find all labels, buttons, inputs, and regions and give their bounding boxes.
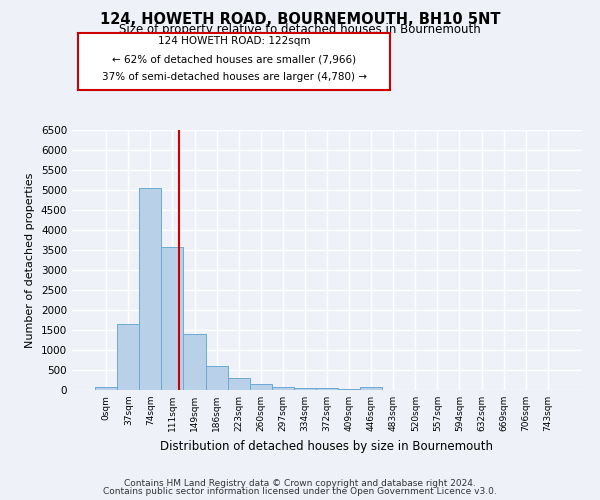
Text: Size of property relative to detached houses in Bournemouth: Size of property relative to detached ho… <box>119 22 481 36</box>
Bar <box>139 188 161 390</box>
Bar <box>95 387 117 390</box>
Bar <box>294 388 316 390</box>
Y-axis label: Number of detached properties: Number of detached properties <box>25 172 35 348</box>
Bar <box>338 389 360 390</box>
Text: Contains HM Land Registry data © Crown copyright and database right 2024.: Contains HM Land Registry data © Crown c… <box>124 478 476 488</box>
Bar <box>161 247 184 390</box>
Bar <box>250 384 272 390</box>
Bar <box>184 334 206 390</box>
Bar <box>272 387 294 390</box>
Text: 124, HOWETH ROAD, BOURNEMOUTH, BH10 5NT: 124, HOWETH ROAD, BOURNEMOUTH, BH10 5NT <box>100 12 500 28</box>
Text: ← 62% of detached houses are smaller (7,966): ← 62% of detached houses are smaller (7,… <box>112 54 356 64</box>
Bar <box>117 324 139 390</box>
Text: Contains public sector information licensed under the Open Government Licence v3: Contains public sector information licen… <box>103 487 497 496</box>
X-axis label: Distribution of detached houses by size in Bournemouth: Distribution of detached houses by size … <box>161 440 493 452</box>
Bar <box>206 366 227 390</box>
Bar <box>360 387 382 390</box>
Text: 37% of semi-detached houses are larger (4,780) →: 37% of semi-detached houses are larger (… <box>101 72 367 82</box>
Bar <box>227 378 250 390</box>
Text: 124 HOWETH ROAD: 122sqm: 124 HOWETH ROAD: 122sqm <box>158 36 310 46</box>
Bar <box>316 388 338 390</box>
